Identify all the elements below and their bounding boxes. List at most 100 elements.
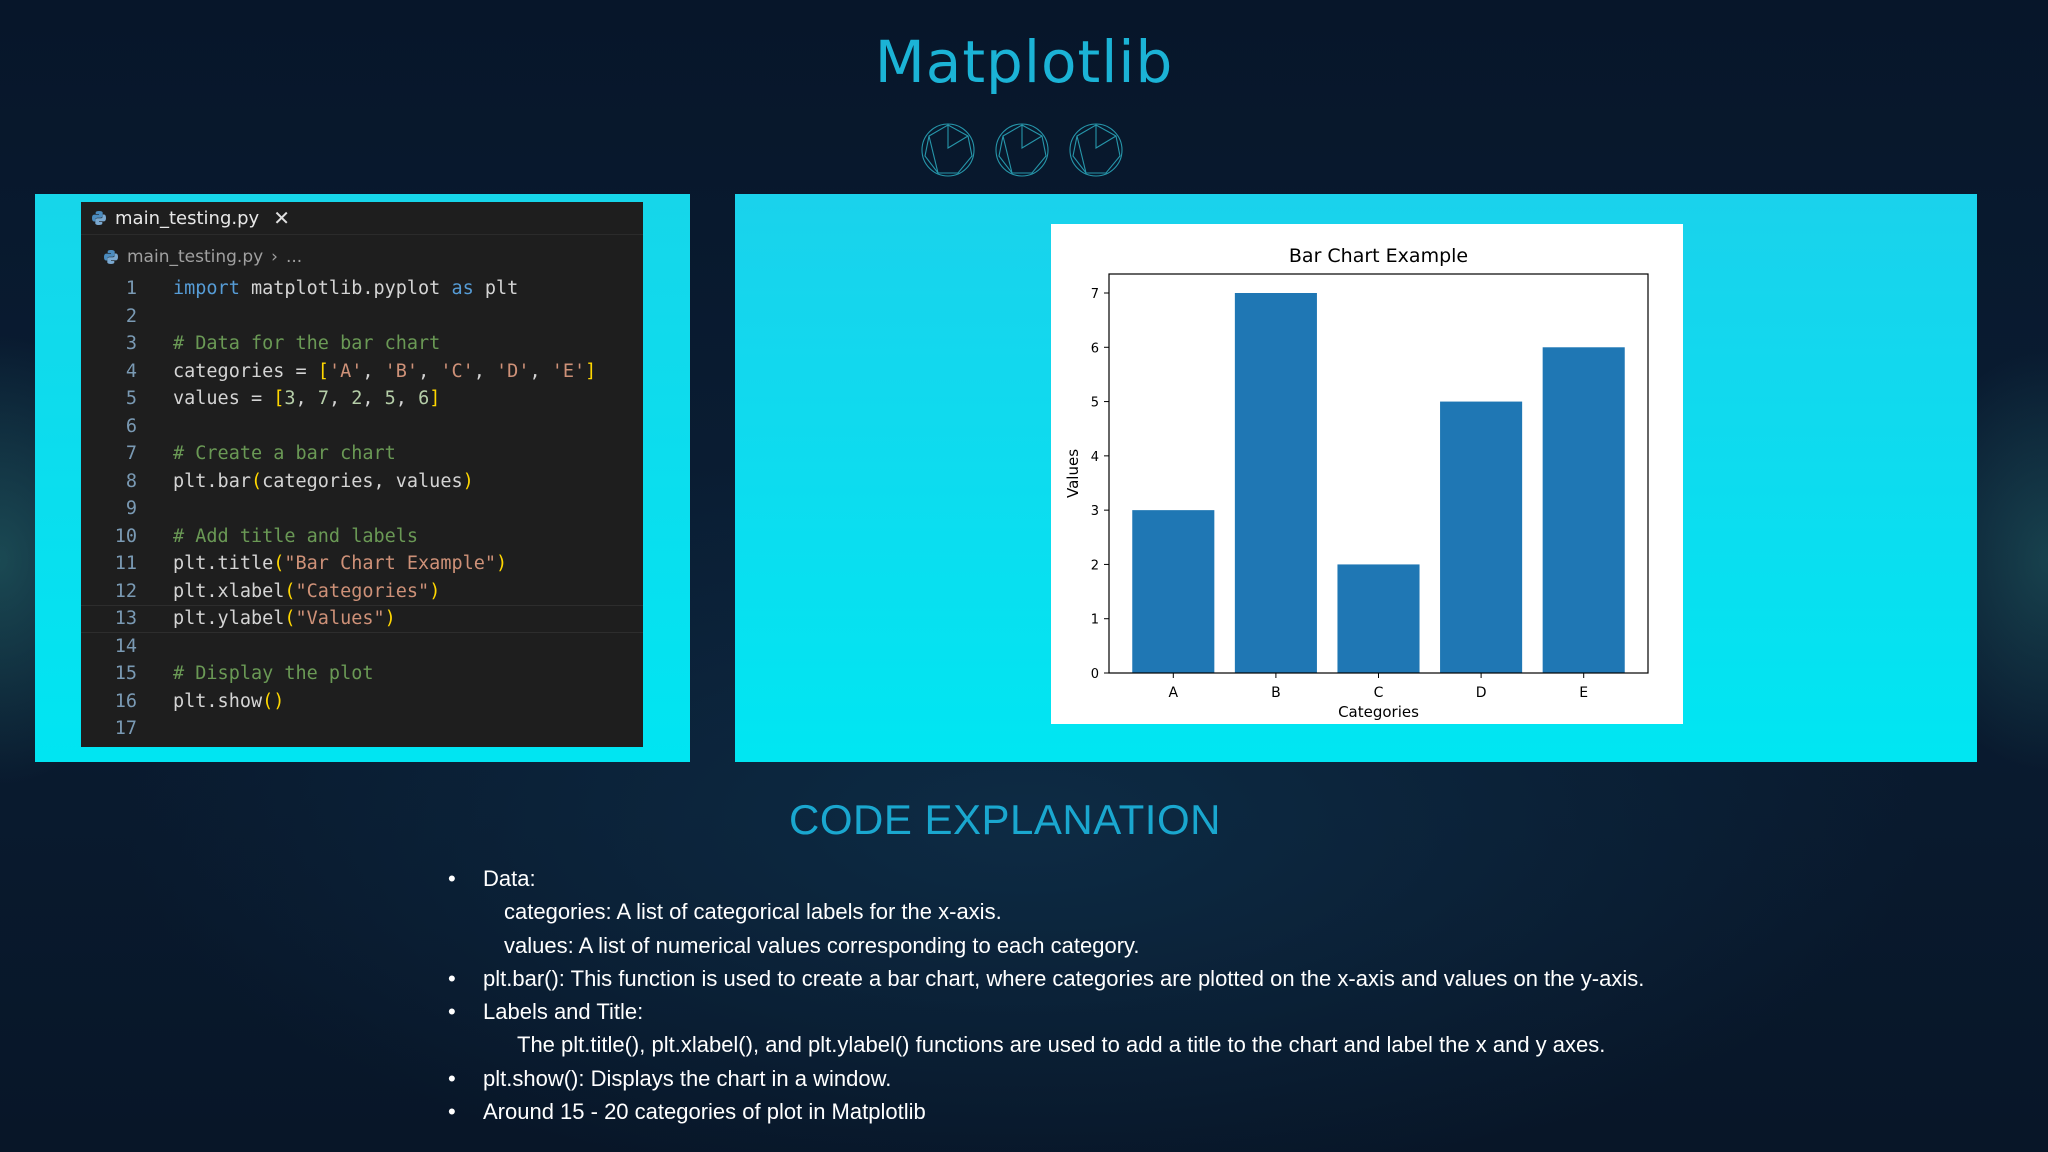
bullet-item: • plt.bar(): This function is used to cre…: [448, 962, 1848, 995]
y-tick-label: 4: [1091, 450, 1099, 465]
code-text[interactable]: import matplotlib.pyplot as plt: [173, 278, 519, 299]
sub-item: The plt.title(), plt.xlabel(), and plt.y…: [448, 1028, 1848, 1061]
code-line[interactable]: 2: [81, 303, 643, 331]
line-number: 12: [114, 580, 137, 602]
y-tick-label: 1: [1091, 613, 1099, 628]
bullet-icon: •: [448, 1065, 456, 1091]
code-text[interactable]: # Create a bar chart: [173, 443, 396, 464]
code-text[interactable]: # Display the plot: [173, 663, 374, 684]
editor-tab-bar: main_testing.py ✕: [81, 202, 643, 235]
breadcrumb-more[interactable]: ...: [285, 247, 303, 267]
explanation-text: plt.show(): Displays the chart in a wind…: [483, 1065, 892, 1091]
code-line[interactable]: 14: [81, 633, 643, 661]
y-tick-label: 6: [1091, 341, 1099, 356]
explanation-list: • Data: categories: A list of categorical …: [448, 862, 1848, 1128]
chart-figure: Bar Chart Example A B C D E 0 1 2 3 4 5 6 7 Categories…: [1051, 224, 1683, 724]
code-text[interactable]: # Data for the bar chart: [173, 333, 441, 354]
line-number: 10: [114, 525, 137, 547]
chart-panel: Bar Chart Example A B C D E 0 1 2 3 4 5 6 7 Categories…: [735, 194, 1977, 762]
code-line[interactable]: 15 # Display the plot: [81, 660, 643, 688]
line-number: 2: [125, 305, 137, 327]
sub-item: categories: A list of categorical labels…: [448, 895, 1848, 928]
code-line[interactable]: 16 plt.show(): [81, 688, 643, 716]
code-line[interactable]: 1 import matplotlib.pyplot as plt: [81, 275, 643, 303]
bar-chart: Bar Chart Example A B C D E 0 1 2 3 4 5 6 7 Categories…: [1064, 245, 1649, 721]
chevron-right-icon: ›: [271, 247, 278, 267]
line-number: 7: [125, 443, 137, 464]
code-text[interactable]: plt.show(): [173, 690, 285, 712]
code-line[interactable]: 4 categories = ['A', 'B', 'C', 'D', 'E']: [81, 358, 643, 386]
bullet-item: • Data:: [448, 862, 1848, 895]
code-line[interactable]: 11 plt.title("Bar Chart Example"): [81, 550, 643, 578]
globe-icons: [921, 123, 1123, 177]
explanation-text: categories: A list of categorical labels…: [504, 899, 1002, 925]
line-number: 5: [125, 388, 137, 409]
code-text[interactable]: # Add title and labels: [173, 525, 419, 547]
x-axis-label: Categories: [1338, 703, 1419, 721]
y-tick-label: 3: [1091, 504, 1099, 519]
bullet-item: • Labels and Title:: [448, 995, 1848, 1028]
bullet-icon: •: [448, 999, 456, 1025]
code-editor[interactable]: main_testing.py ✕ main_testing.py › ... …: [81, 202, 643, 747]
code-text[interactable]: plt.title("Bar Chart Example"): [173, 553, 508, 574]
code-line[interactable]: 10 # Add title and labels: [81, 523, 643, 551]
code-text[interactable]: categories = ['A', 'B', 'C', 'D', 'E']: [173, 360, 597, 382]
code-line[interactable]: 17: [81, 715, 643, 743]
line-number: 11: [114, 553, 137, 574]
page-title: Matplotlib: [874, 28, 1174, 96]
x-tick-label: C: [1374, 685, 1384, 701]
bullet-icon: •: [448, 965, 456, 991]
line-number: 8: [125, 470, 137, 492]
explanation-heading: CODE EXPLANATION: [789, 796, 1221, 843]
line-number: 13: [114, 608, 137, 629]
code-text[interactable]: plt.xlabel("Categories"): [173, 580, 441, 602]
code-line[interactable]: 6: [81, 413, 643, 441]
x-tick-label: A: [1169, 685, 1179, 701]
chart-title: Bar Chart Example: [1289, 245, 1468, 267]
bar: [1234, 293, 1317, 673]
y-tick-label: 0: [1091, 667, 1099, 682]
code-lines[interactable]: 1 import matplotlib.pyplot as plt 2 3 # Data…: [81, 275, 643, 743]
x-tick-label: E: [1579, 685, 1588, 701]
bar: [1132, 510, 1215, 673]
y-axis-label: Values: [1064, 449, 1082, 498]
line-number: 6: [125, 415, 137, 437]
line-number: 3: [125, 333, 137, 354]
y-tick-label: 2: [1091, 558, 1099, 573]
x-tick-label: B: [1271, 685, 1281, 701]
bar: [1337, 564, 1420, 673]
explanation-text: Labels and Title:: [483, 999, 644, 1025]
breadcrumb[interactable]: main_testing.py › ...: [103, 246, 302, 268]
bullet-item: • Around 15 - 20 categories of plot in Ma…: [448, 1095, 1848, 1128]
close-icon[interactable]: ✕: [273, 206, 290, 230]
code-line[interactable]: 13 plt.ylabel("Values"): [81, 605, 643, 633]
y-tick-label: 7: [1091, 287, 1099, 302]
line-number: 1: [125, 278, 137, 299]
globe-icon: [1069, 123, 1123, 177]
code-text[interactable]: plt.ylabel("Values"): [173, 608, 396, 629]
tab-main-testing[interactable]: main_testing.py ✕: [91, 202, 290, 234]
explanation-text: Around 15 - 20 categories of plot in Mat…: [483, 1099, 926, 1125]
python-icon: [92, 211, 106, 225]
code-text[interactable]: values = [3, 7, 2, 5, 6]: [173, 388, 441, 409]
explanation-text: plt.bar(): This function is used to crea…: [483, 965, 1645, 991]
code-line[interactable]: 9: [81, 495, 643, 523]
plot-frame: [1108, 273, 1649, 674]
globe-icon: [921, 123, 975, 177]
code-line[interactable]: 5 values = [3, 7, 2, 5, 6]: [81, 385, 643, 413]
line-number: 17: [114, 718, 137, 739]
code-line[interactable]: 3 # Data for the bar chart: [81, 330, 643, 358]
line-number: 9: [125, 498, 137, 519]
sub-item: values: A list of numerical values corre…: [448, 929, 1848, 962]
code-line[interactable]: 12 plt.xlabel("Categories"): [81, 578, 643, 606]
breadcrumb-file[interactable]: main_testing.py: [127, 247, 264, 267]
code-line[interactable]: 7 # Create a bar chart: [81, 440, 643, 468]
y-tick-label: 5: [1091, 396, 1099, 411]
explanation-text: values: A list of numerical values corre…: [504, 932, 1140, 958]
line-number: 4: [125, 360, 137, 382]
code-panel: main_testing.py ✕ main_testing.py › ... …: [35, 194, 690, 762]
code-text[interactable]: plt.bar(categories, values): [173, 470, 474, 492]
code-line[interactable]: 8 plt.bar(categories, values): [81, 468, 643, 496]
bar: [1440, 401, 1523, 673]
python-icon: [104, 250, 118, 264]
